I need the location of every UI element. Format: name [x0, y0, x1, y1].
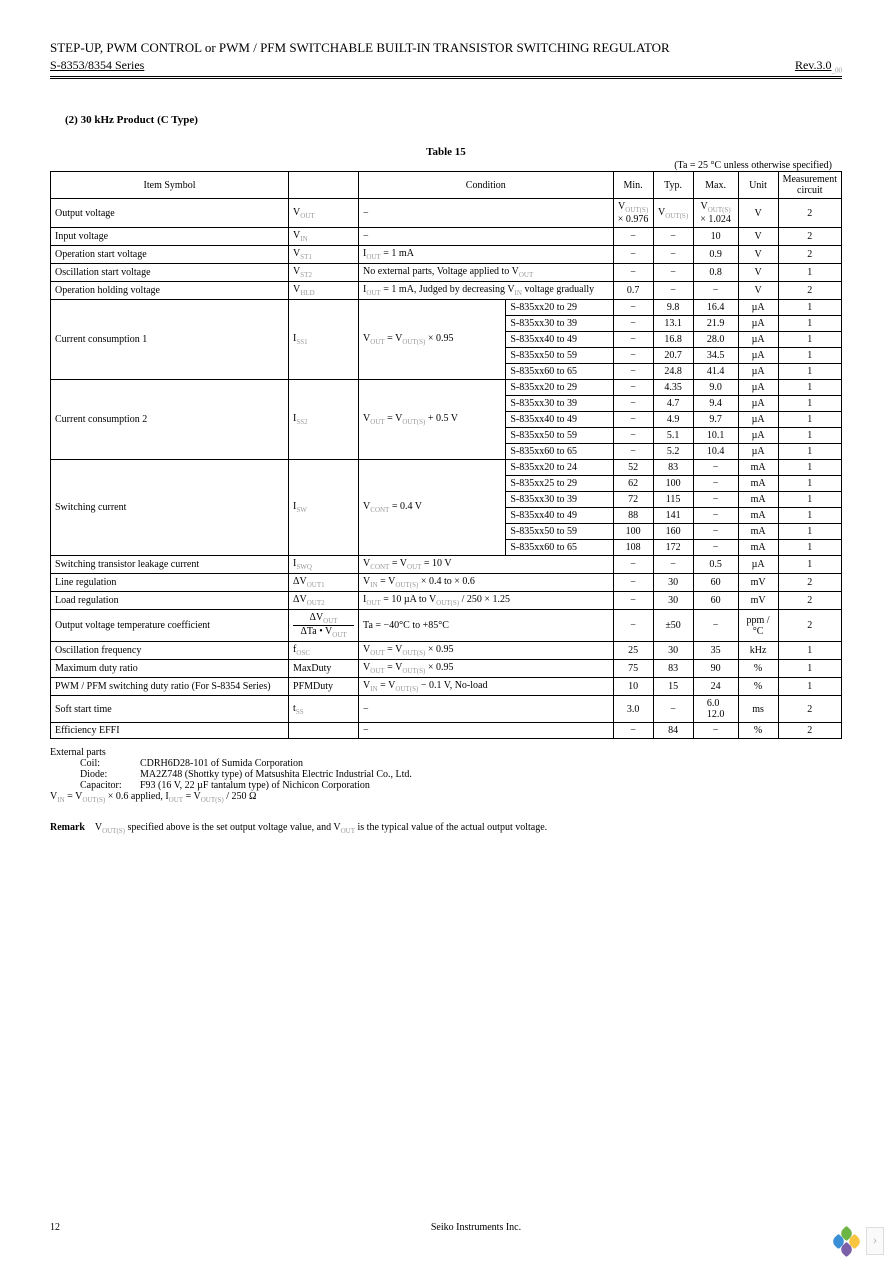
- doc-title: STEP-UP, PWM CONTROL or PWM / PFM SWITCH…: [50, 40, 842, 56]
- section-title: (2) 30 kHz Product (C Type): [65, 114, 842, 126]
- table-row: Switching transistor leakage currentISWQ…: [51, 556, 842, 574]
- col-min: Min.: [613, 172, 653, 199]
- coil-note: Coil:CDRH6D28-101 of Sumida Corporation: [80, 758, 842, 769]
- spec-table: Item Symbol Condition Min. Typ. Max. Uni…: [50, 171, 842, 739]
- table-header-row: Item Symbol Condition Min. Typ. Max. Uni…: [51, 172, 842, 199]
- logo-icon: [832, 1227, 860, 1255]
- table-label: Table 15: [50, 146, 842, 158]
- table-row: Current consumption 2ISS2VOUT = VOUT(S) …: [51, 380, 842, 396]
- page-footer: 12 Seiko Instruments Inc.: [50, 1222, 842, 1233]
- col-item: Item Symbol: [51, 172, 289, 199]
- table-row: Load regulationΔVOUT2IOUT = 10 µA to VOU…: [51, 592, 842, 610]
- table-row: Input voltageVIN−−−10V2: [51, 228, 842, 246]
- remark-line: Remark VOUT(S) specified above is the se…: [50, 822, 842, 835]
- table-row: Maximum duty ratioMaxDutyVOUT = VOUT(S) …: [51, 660, 842, 678]
- vin-note: VIN = VOUT(S) × 0.6 applied, IOUT = VOUT…: [50, 791, 842, 804]
- table-row: Output voltageVOUT−VOUT(S)× 0.976VOUT(S)…: [51, 199, 842, 228]
- table-row: Oscillation start voltageVST2No external…: [51, 264, 842, 282]
- table-row: PWM / PFM switching duty ratio (For S-83…: [51, 678, 842, 696]
- col-max: Max.: [693, 172, 738, 199]
- header-sub-row: S-8353/8354 Series Rev.3.0_00: [50, 58, 842, 74]
- col-symbol: [289, 172, 359, 199]
- page-number: 12: [50, 1222, 110, 1233]
- table-row: Efficiency EFFI−−84−%2: [51, 723, 842, 739]
- rev-label: Rev.3.0_00: [795, 58, 842, 74]
- condition-note: (Ta = 25 °C unless otherwise specified): [50, 160, 832, 171]
- page-header: STEP-UP, PWM CONTROL or PWM / PFM SWITCH…: [50, 40, 842, 79]
- table-row: Output voltage temperature coefficientΔV…: [51, 610, 842, 642]
- table-row: Operation start voltageVST1IOUT = 1 mA−−…: [51, 246, 842, 264]
- series-label: S-8353/8354 Series: [50, 58, 144, 74]
- footer-company: Seiko Instruments Inc.: [110, 1222, 842, 1233]
- col-condition: Condition: [359, 172, 614, 199]
- table-row: Line regulationΔVOUT1VIN = VOUT(S) × 0.4…: [51, 574, 842, 592]
- cap-note: Capacitor:F93 (16 V, 22 µF tantalum type…: [80, 780, 842, 791]
- col-mc: Measurement circuit: [778, 172, 841, 199]
- external-parts-notes: External parts Coil:CDRH6D28-101 of Sumi…: [50, 747, 842, 804]
- logo-corner: ›: [832, 1227, 884, 1255]
- table-row: Oscillation frequencyfOSCVOUT = VOUT(S) …: [51, 642, 842, 660]
- table-row: Operation holding voltageVHLDIOUT = 1 mA…: [51, 282, 842, 300]
- notes-heading: External parts: [50, 747, 842, 758]
- chevron-right-icon[interactable]: ›: [866, 1227, 884, 1255]
- table-row: Soft start timetSS−3.0−6.0 12.0ms2: [51, 696, 842, 723]
- col-unit: Unit: [738, 172, 778, 199]
- table-row: Switching currentISWVCONT = 0.4 VS-835xx…: [51, 460, 842, 476]
- col-typ: Typ.: [653, 172, 693, 199]
- table-row: Current consumption 1ISS1VOUT = VOUT(S) …: [51, 300, 842, 316]
- diode-note: Diode:MA2Z748 (Shottky type) of Matsushi…: [80, 769, 842, 780]
